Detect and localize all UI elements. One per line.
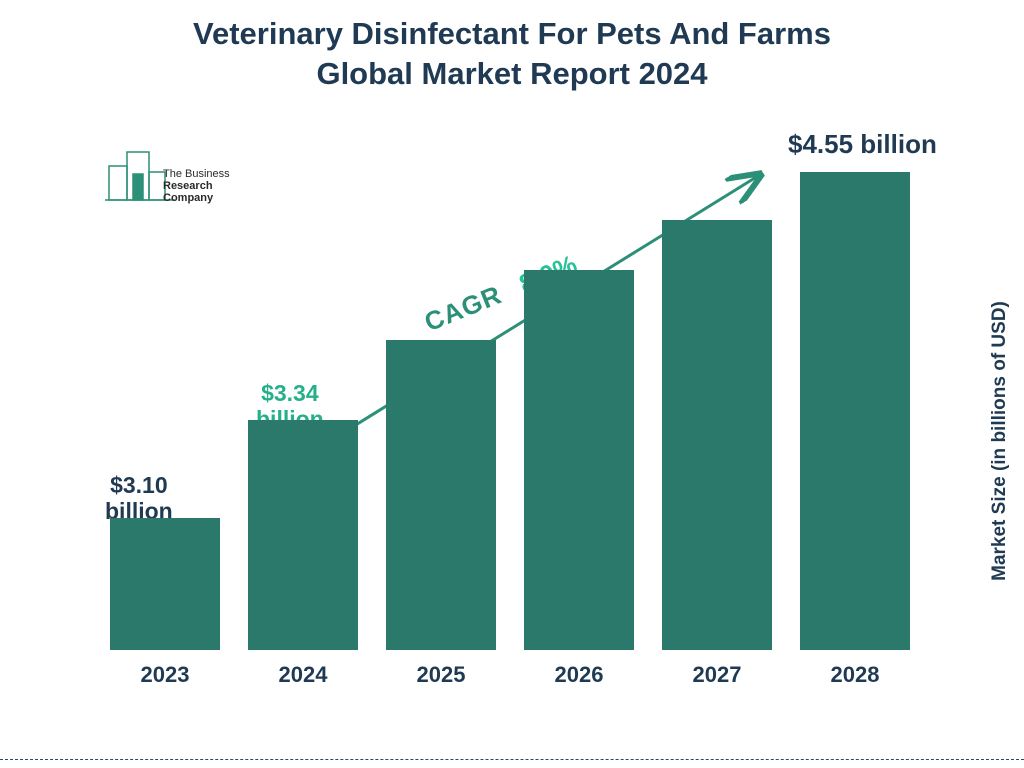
x-axis-label: 2025 bbox=[417, 662, 466, 688]
x-axis-label: 2023 bbox=[141, 662, 190, 688]
y-axis-label: Market Size (in billions of USD) bbox=[989, 301, 1011, 581]
chart-container: Veterinary Disinfectant For Pets And Far… bbox=[0, 0, 1024, 768]
chart-title: Veterinary Disinfectant For Pets And Far… bbox=[0, 14, 1024, 95]
bar-rect bbox=[110, 518, 220, 650]
bar-2024: 2024 bbox=[248, 420, 358, 650]
bar-rect bbox=[248, 420, 358, 650]
bar-2023: 2023 bbox=[110, 518, 220, 650]
bar-rect bbox=[662, 220, 772, 650]
bar-2027: 2027 bbox=[662, 220, 772, 650]
bar-2025: 2025 bbox=[386, 340, 496, 650]
x-axis-label: 2027 bbox=[693, 662, 742, 688]
bar-rect bbox=[524, 270, 634, 650]
bar-rect bbox=[386, 340, 496, 650]
bar-rect bbox=[800, 172, 910, 650]
bars-group: 2023 2024 2025 2026 2027 2028 bbox=[100, 150, 920, 650]
bar-2026: 2026 bbox=[524, 270, 634, 650]
title-line-2: Global Market Report 2024 bbox=[316, 56, 707, 91]
x-axis-label: 2026 bbox=[555, 662, 604, 688]
x-axis-label: 2028 bbox=[831, 662, 880, 688]
x-axis-label: 2024 bbox=[279, 662, 328, 688]
bar-2028: 2028 bbox=[800, 172, 910, 650]
title-line-1: Veterinary Disinfectant For Pets And Far… bbox=[193, 16, 831, 51]
footer-divider bbox=[0, 759, 1024, 760]
bar-chart: 2023 2024 2025 2026 2027 2028 bbox=[100, 150, 920, 700]
